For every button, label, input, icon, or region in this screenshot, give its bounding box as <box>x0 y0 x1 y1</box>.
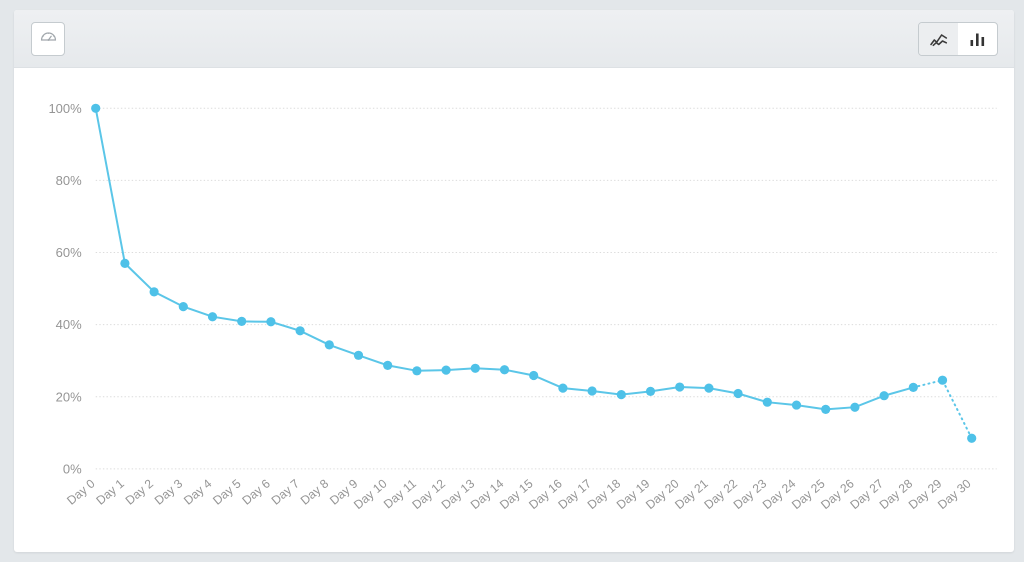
svg-text:Day 4: Day 4 <box>181 476 215 507</box>
svg-text:Day 1: Day 1 <box>93 476 127 507</box>
svg-text:Day 6: Day 6 <box>239 476 273 507</box>
svg-text:0%: 0% <box>63 461 82 476</box>
svg-text:Day 0: Day 0 <box>64 476 98 507</box>
svg-text:Day 2: Day 2 <box>123 476 157 507</box>
svg-text:Day 7: Day 7 <box>269 476 303 507</box>
svg-text:Day 5: Day 5 <box>210 476 244 507</box>
svg-text:80%: 80% <box>56 173 82 188</box>
svg-text:Day 3: Day 3 <box>152 476 186 507</box>
svg-text:Day 10: Day 10 <box>351 476 390 512</box>
svg-text:100%: 100% <box>48 101 82 116</box>
svg-text:20%: 20% <box>56 389 82 404</box>
svg-text:60%: 60% <box>56 245 82 260</box>
svg-text:Day 8: Day 8 <box>298 476 332 507</box>
svg-text:40%: 40% <box>56 317 82 332</box>
svg-text:Day 30: Day 30 <box>935 476 974 512</box>
